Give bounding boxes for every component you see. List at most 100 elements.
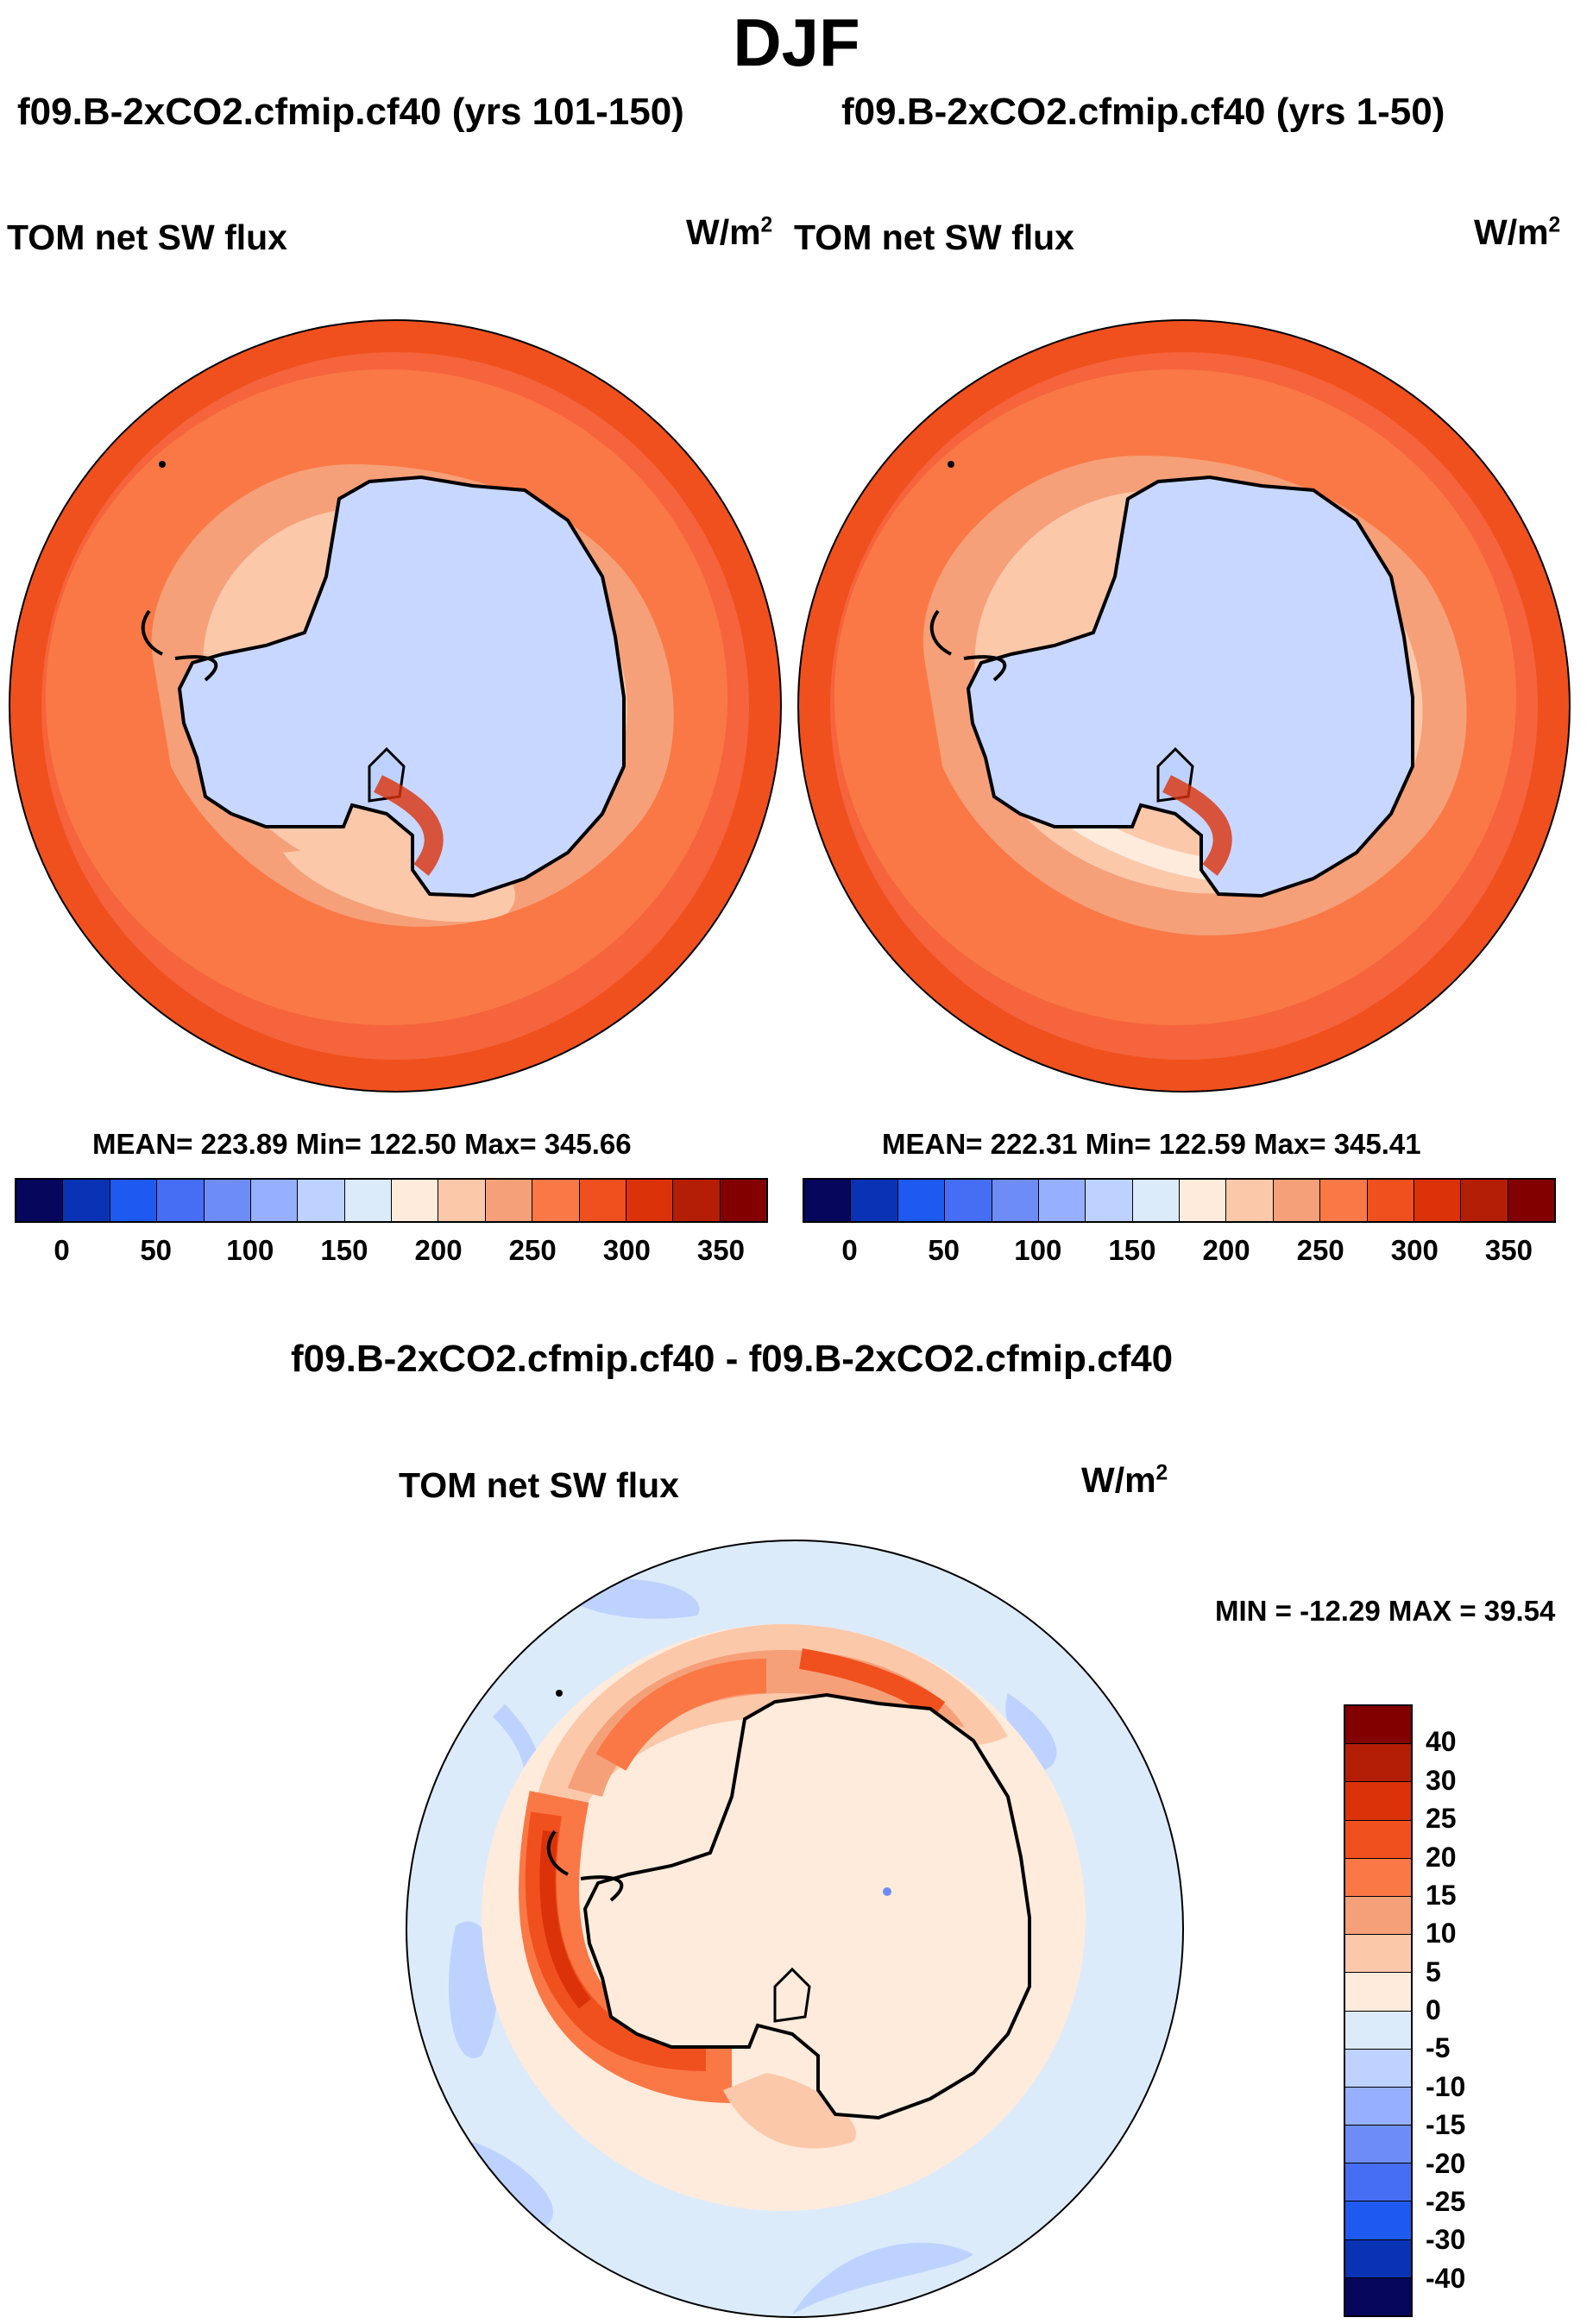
colorbar-swatch	[897, 1180, 946, 1221]
colorbar-swatch	[1345, 2201, 1411, 2240]
colorbar-swatch	[992, 1180, 1039, 1221]
colorbar-swatch	[1345, 2087, 1411, 2126]
colorbar-swatch	[851, 1180, 898, 1221]
colorbar-swatch	[485, 1180, 533, 1221]
colorbar-tick-label: 25	[1426, 1803, 1457, 1835]
main-title: DJF	[733, 4, 860, 80]
colorbar-tick-label: -5	[1426, 2032, 1451, 2064]
colorbar-swatch	[804, 1180, 852, 1221]
colorbar-swatch	[1273, 1180, 1321, 1221]
colorbar-swatch	[626, 1180, 674, 1221]
colorbar-tick-label: -30	[1426, 2224, 1466, 2256]
colorbar-tick-label: 150	[320, 1234, 368, 1266]
colorbar-swatch	[1414, 1180, 1462, 1221]
colorbar-tick-label: 100	[1014, 1234, 1062, 1266]
colorbar-tick-label: 30	[1426, 1764, 1457, 1796]
panel1-units-label: W/m2	[686, 212, 773, 252]
colorbar-swatch	[1345, 1706, 1411, 1745]
colorbar-swatch	[110, 1180, 158, 1221]
colorbar-tick-label: 350	[1484, 1234, 1533, 1266]
colorbar-tick-label: -10	[1426, 2070, 1466, 2102]
colorbar-swatch	[1345, 2163, 1411, 2202]
colorbar-swatch	[1367, 1180, 1414, 1221]
colorbar-swatch	[1345, 2126, 1411, 2164]
colorbar-tick-label: 10	[1426, 1918, 1457, 1949]
colorbar-swatch	[1345, 1896, 1411, 1936]
colorbar-tick-label: 5	[1426, 1956, 1441, 1987]
difference-minmax: MIN = -12.29 MAX = 39.54	[1215, 1595, 1556, 1627]
colorbar-tick-label: 350	[696, 1234, 745, 1266]
panel2-case-title: f09.B-2xCO2.cfmip.cf40 (yrs 1-50)	[841, 91, 1445, 133]
panel2-colorbar	[803, 1178, 1556, 1223]
colorbar-tick-label: 200	[414, 1234, 463, 1266]
colorbar-tick-label: 0	[54, 1234, 70, 1266]
colorbar-tick-label: 250	[508, 1234, 557, 1266]
colorbar-swatch	[579, 1180, 626, 1221]
colorbar-tick-label: 100	[226, 1234, 274, 1266]
colorbar-swatch	[673, 1180, 721, 1221]
colorbar-swatch	[1132, 1180, 1180, 1221]
colorbar-swatch	[945, 1180, 992, 1221]
panel1-variable-label: TOM net SW flux	[7, 217, 287, 257]
antarctica-2	[966, 475, 1414, 898]
colorbar-swatch	[63, 1180, 110, 1221]
colorbar-swatch	[204, 1180, 251, 1221]
difference-units-label: W/m2	[1081, 1460, 1168, 1500]
colorbar-swatch	[1345, 2239, 1411, 2278]
colorbar-swatch	[16, 1180, 64, 1221]
colorbar-tick-label: 150	[1108, 1234, 1156, 1266]
panel1-case-title: f09.B-2xCO2.cfmip.cf40 (yrs 101-150)	[17, 91, 684, 133]
colorbar-tick-label: 300	[602, 1234, 651, 1266]
colorbar-swatch	[1508, 1180, 1554, 1221]
panel2-units-label: W/m2	[1474, 212, 1561, 252]
colorbar-tick-label: 40	[1426, 1726, 1457, 1758]
colorbar-swatch	[1345, 2049, 1411, 2088]
colorbar-swatch	[1345, 1858, 1411, 1897]
colorbar-tick-label: 50	[140, 1234, 173, 1266]
colorbar-swatch	[1345, 1820, 1411, 1859]
colorbar-swatch	[1180, 1180, 1227, 1221]
colorbar-swatch	[1345, 1744, 1411, 1783]
colorbar-tick-label: 15	[1426, 1879, 1457, 1911]
difference-map	[406, 1540, 1184, 2318]
colorbar-tick-label: 0	[1426, 1994, 1441, 2025]
panel2-stats: MEAN= 222.31 Min= 122.59 Max= 345.41	[882, 1128, 1421, 1160]
colorbar-tick-label: 200	[1202, 1234, 1250, 1266]
colorbar-swatch	[1345, 1973, 1411, 2012]
colorbar-swatch	[1320, 1180, 1368, 1221]
panel2-map	[797, 319, 1571, 1093]
colorbar-swatch	[438, 1180, 486, 1221]
colorbar-tick-label: -25	[1426, 2185, 1466, 2217]
panel1-colorbar	[15, 1178, 768, 1223]
colorbar-tick-label: -20	[1426, 2147, 1466, 2179]
panel1-stats: MEAN= 223.89 Min= 122.50 Max= 345.66	[92, 1128, 632, 1160]
colorbar-swatch	[1038, 1180, 1086, 1221]
colorbar-tick-label: 300	[1390, 1234, 1439, 1266]
colorbar-tick-label: -15	[1426, 2109, 1466, 2141]
panel1-map	[9, 319, 782, 1093]
colorbar-swatch	[392, 1180, 439, 1221]
colorbar-swatch	[1086, 1180, 1133, 1221]
colorbar-swatch	[1461, 1180, 1508, 1221]
difference-case-title: f09.B-2xCO2.cfmip.cf40 - f09.B-2xCO2.cfm…	[291, 1338, 1174, 1380]
colorbar-tick-label: 0	[841, 1234, 858, 1266]
colorbar-swatch	[250, 1180, 299, 1221]
colorbar-swatch	[298, 1180, 345, 1221]
colorbar-tick-label: 250	[1296, 1234, 1344, 1266]
difference-colorbar	[1344, 1704, 1413, 2317]
colorbar-swatch	[1345, 1935, 1411, 1974]
colorbar-swatch	[1345, 1782, 1411, 1821]
colorbar-swatch	[1345, 2277, 1411, 2315]
colorbar-swatch	[532, 1180, 580, 1221]
antarctica	[177, 475, 626, 898]
colorbar-tick-label: 50	[928, 1234, 960, 1266]
panel2-variable-label: TOM net SW flux	[794, 217, 1074, 257]
colorbar-swatch	[1345, 2011, 1411, 2050]
colorbar-swatch	[720, 1180, 766, 1221]
difference-variable-label: TOM net SW flux	[399, 1465, 679, 1505]
colorbar-swatch	[157, 1180, 205, 1221]
colorbar-tick-label: 20	[1426, 1841, 1457, 1873]
colorbar-swatch	[344, 1180, 392, 1221]
antarctica-outline	[582, 1692, 1031, 2120]
colorbar-tick-label: -40	[1426, 2262, 1466, 2294]
